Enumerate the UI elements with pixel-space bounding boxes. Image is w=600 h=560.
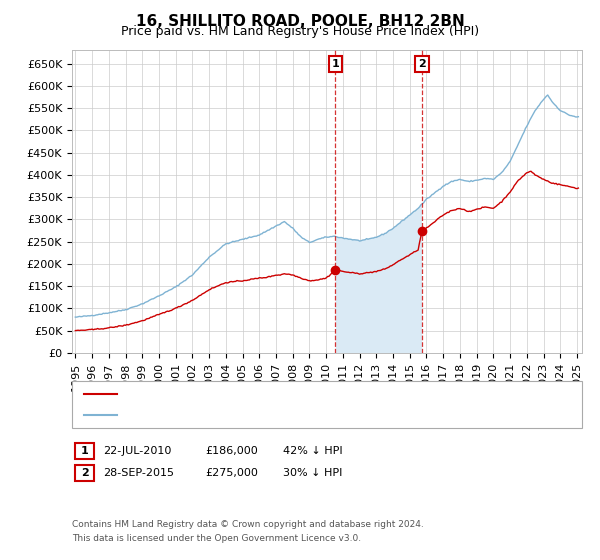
Text: 1: 1 bbox=[81, 446, 88, 456]
Text: £186,000: £186,000 bbox=[205, 446, 258, 456]
Text: This data is licensed under the Open Government Licence v3.0.: This data is licensed under the Open Gov… bbox=[72, 534, 361, 543]
Text: 16, SHILLITO ROAD, POOLE, BH12 2BN (detached house): 16, SHILLITO ROAD, POOLE, BH12 2BN (deta… bbox=[123, 389, 440, 399]
Text: 2: 2 bbox=[81, 468, 88, 478]
Text: £275,000: £275,000 bbox=[205, 468, 258, 478]
Text: 1: 1 bbox=[331, 59, 339, 69]
Text: 28-SEP-2015: 28-SEP-2015 bbox=[103, 468, 174, 478]
Text: 16, SHILLITO ROAD, POOLE, BH12 2BN: 16, SHILLITO ROAD, POOLE, BH12 2BN bbox=[136, 14, 464, 29]
Text: 42% ↓ HPI: 42% ↓ HPI bbox=[283, 446, 343, 456]
Text: 30% ↓ HPI: 30% ↓ HPI bbox=[283, 468, 343, 478]
Text: 2: 2 bbox=[418, 59, 426, 69]
Text: Contains HM Land Registry data © Crown copyright and database right 2024.: Contains HM Land Registry data © Crown c… bbox=[72, 520, 424, 529]
Text: Price paid vs. HM Land Registry's House Price Index (HPI): Price paid vs. HM Land Registry's House … bbox=[121, 25, 479, 38]
Text: 22-JUL-2010: 22-JUL-2010 bbox=[103, 446, 172, 456]
Text: HPI: Average price, detached house, Bournemouth Christchurch and Poole: HPI: Average price, detached house, Bour… bbox=[123, 410, 538, 420]
